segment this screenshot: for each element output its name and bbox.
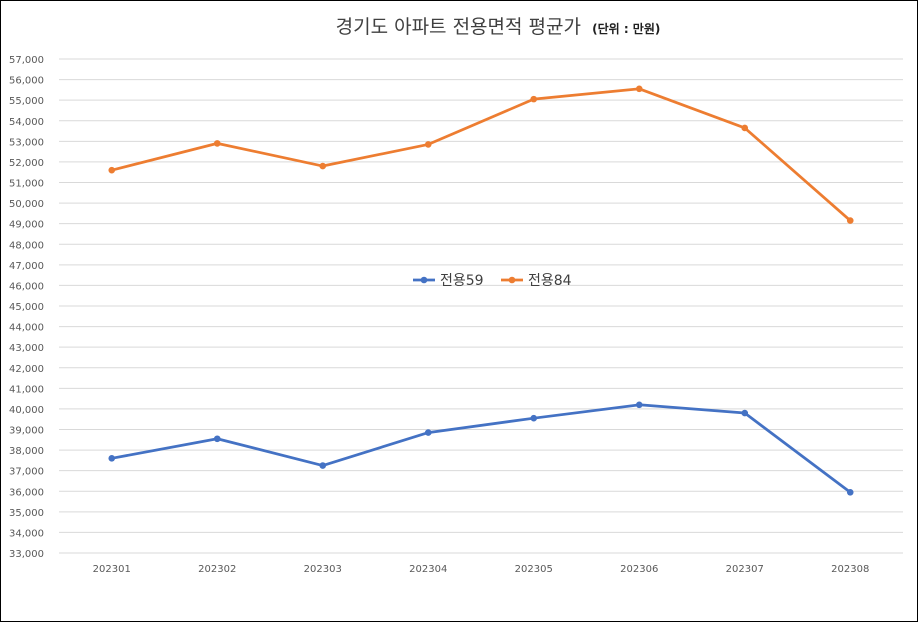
data-point [530,95,538,103]
legend-item: 전용59 [413,273,484,289]
data-point [424,141,432,148]
series-2 [108,85,854,224]
chart-title-unit: (단위 : 만원) [592,21,660,36]
y-tick-label: 41,000 [9,384,44,395]
data-point [846,488,854,496]
x-tick-label: 202307 [726,564,764,575]
x-axis-ticks: 202301 202302 202303 202304 202305 202306 2023… [93,564,870,575]
y-tick-label: 43,000 [9,343,44,354]
y-tick-label: 49,000 [9,220,44,231]
x-tick-label: 202308 [831,564,869,575]
y-tick-label: 34,000 [9,528,44,539]
y-tick-label: 37,000 [9,467,44,478]
x-tick-label: 202304 [409,564,447,575]
legend-item: 전용84 [501,273,572,289]
series-layer [108,85,854,496]
data-point [424,429,432,436]
chart-title: 경기도 아파트 전용면적 평균가 (단위 : 만원) [336,16,661,38]
legend-swatch-marker [508,276,516,284]
data-point [108,166,116,174]
y-tick-label: 46,000 [9,281,44,292]
y-tick-label: 44,000 [9,323,44,334]
data-point [530,414,538,422]
gridlines [59,58,903,554]
x-tick-label: 202303 [304,564,342,575]
y-tick-label: 57,000 [9,55,44,66]
series-line [110,403,852,494]
data-point [108,455,116,462]
y-tick-label: 40,000 [9,405,44,416]
data-point [635,401,643,409]
data-point [319,162,327,170]
y-axis-ticks: 33,000 34,000 35,000 36,000 37,000 38,000 39,0… [9,55,44,560]
series-line [110,87,852,222]
y-tick-label: 36,000 [9,487,44,498]
y-tick-label: 45,000 [9,302,44,313]
y-tick-label: 39,000 [9,426,44,437]
y-tick-label: 53,000 [9,137,44,148]
x-tick-label: 202305 [515,564,553,575]
legend-swatch-marker [420,276,428,284]
y-tick-label: 54,000 [9,117,44,128]
x-tick-label: 202306 [620,564,658,575]
y-tick-label: 42,000 [9,364,44,375]
legend-label: 전용84 [528,273,572,289]
y-tick-label: 48,000 [9,240,44,251]
y-tick-label: 35,000 [9,508,44,519]
chart-title-main: 경기도 아파트 전용면적 평균가 [336,16,581,38]
data-point [213,435,221,443]
data-point [319,462,327,469]
legend-label: 전용59 [440,273,484,289]
legend: 전용59 전용84 [413,273,572,289]
y-tick-label: 56,000 [9,76,44,87]
data-point [741,124,749,132]
y-tick-label: 47,000 [9,261,44,272]
y-tick-label: 51,000 [9,179,44,190]
x-tick-label: 202302 [198,564,236,575]
x-tick-label: 202301 [93,564,131,575]
data-point [846,217,854,224]
series-1 [108,401,854,496]
y-tick-label: 52,000 [9,158,44,169]
y-tick-label: 33,000 [9,549,44,560]
y-tick-label: 50,000 [9,199,44,210]
y-tick-label: 38,000 [9,446,44,457]
data-point [213,140,221,147]
data-point [635,85,643,93]
data-point [741,409,749,417]
y-tick-label: 55,000 [9,96,44,107]
